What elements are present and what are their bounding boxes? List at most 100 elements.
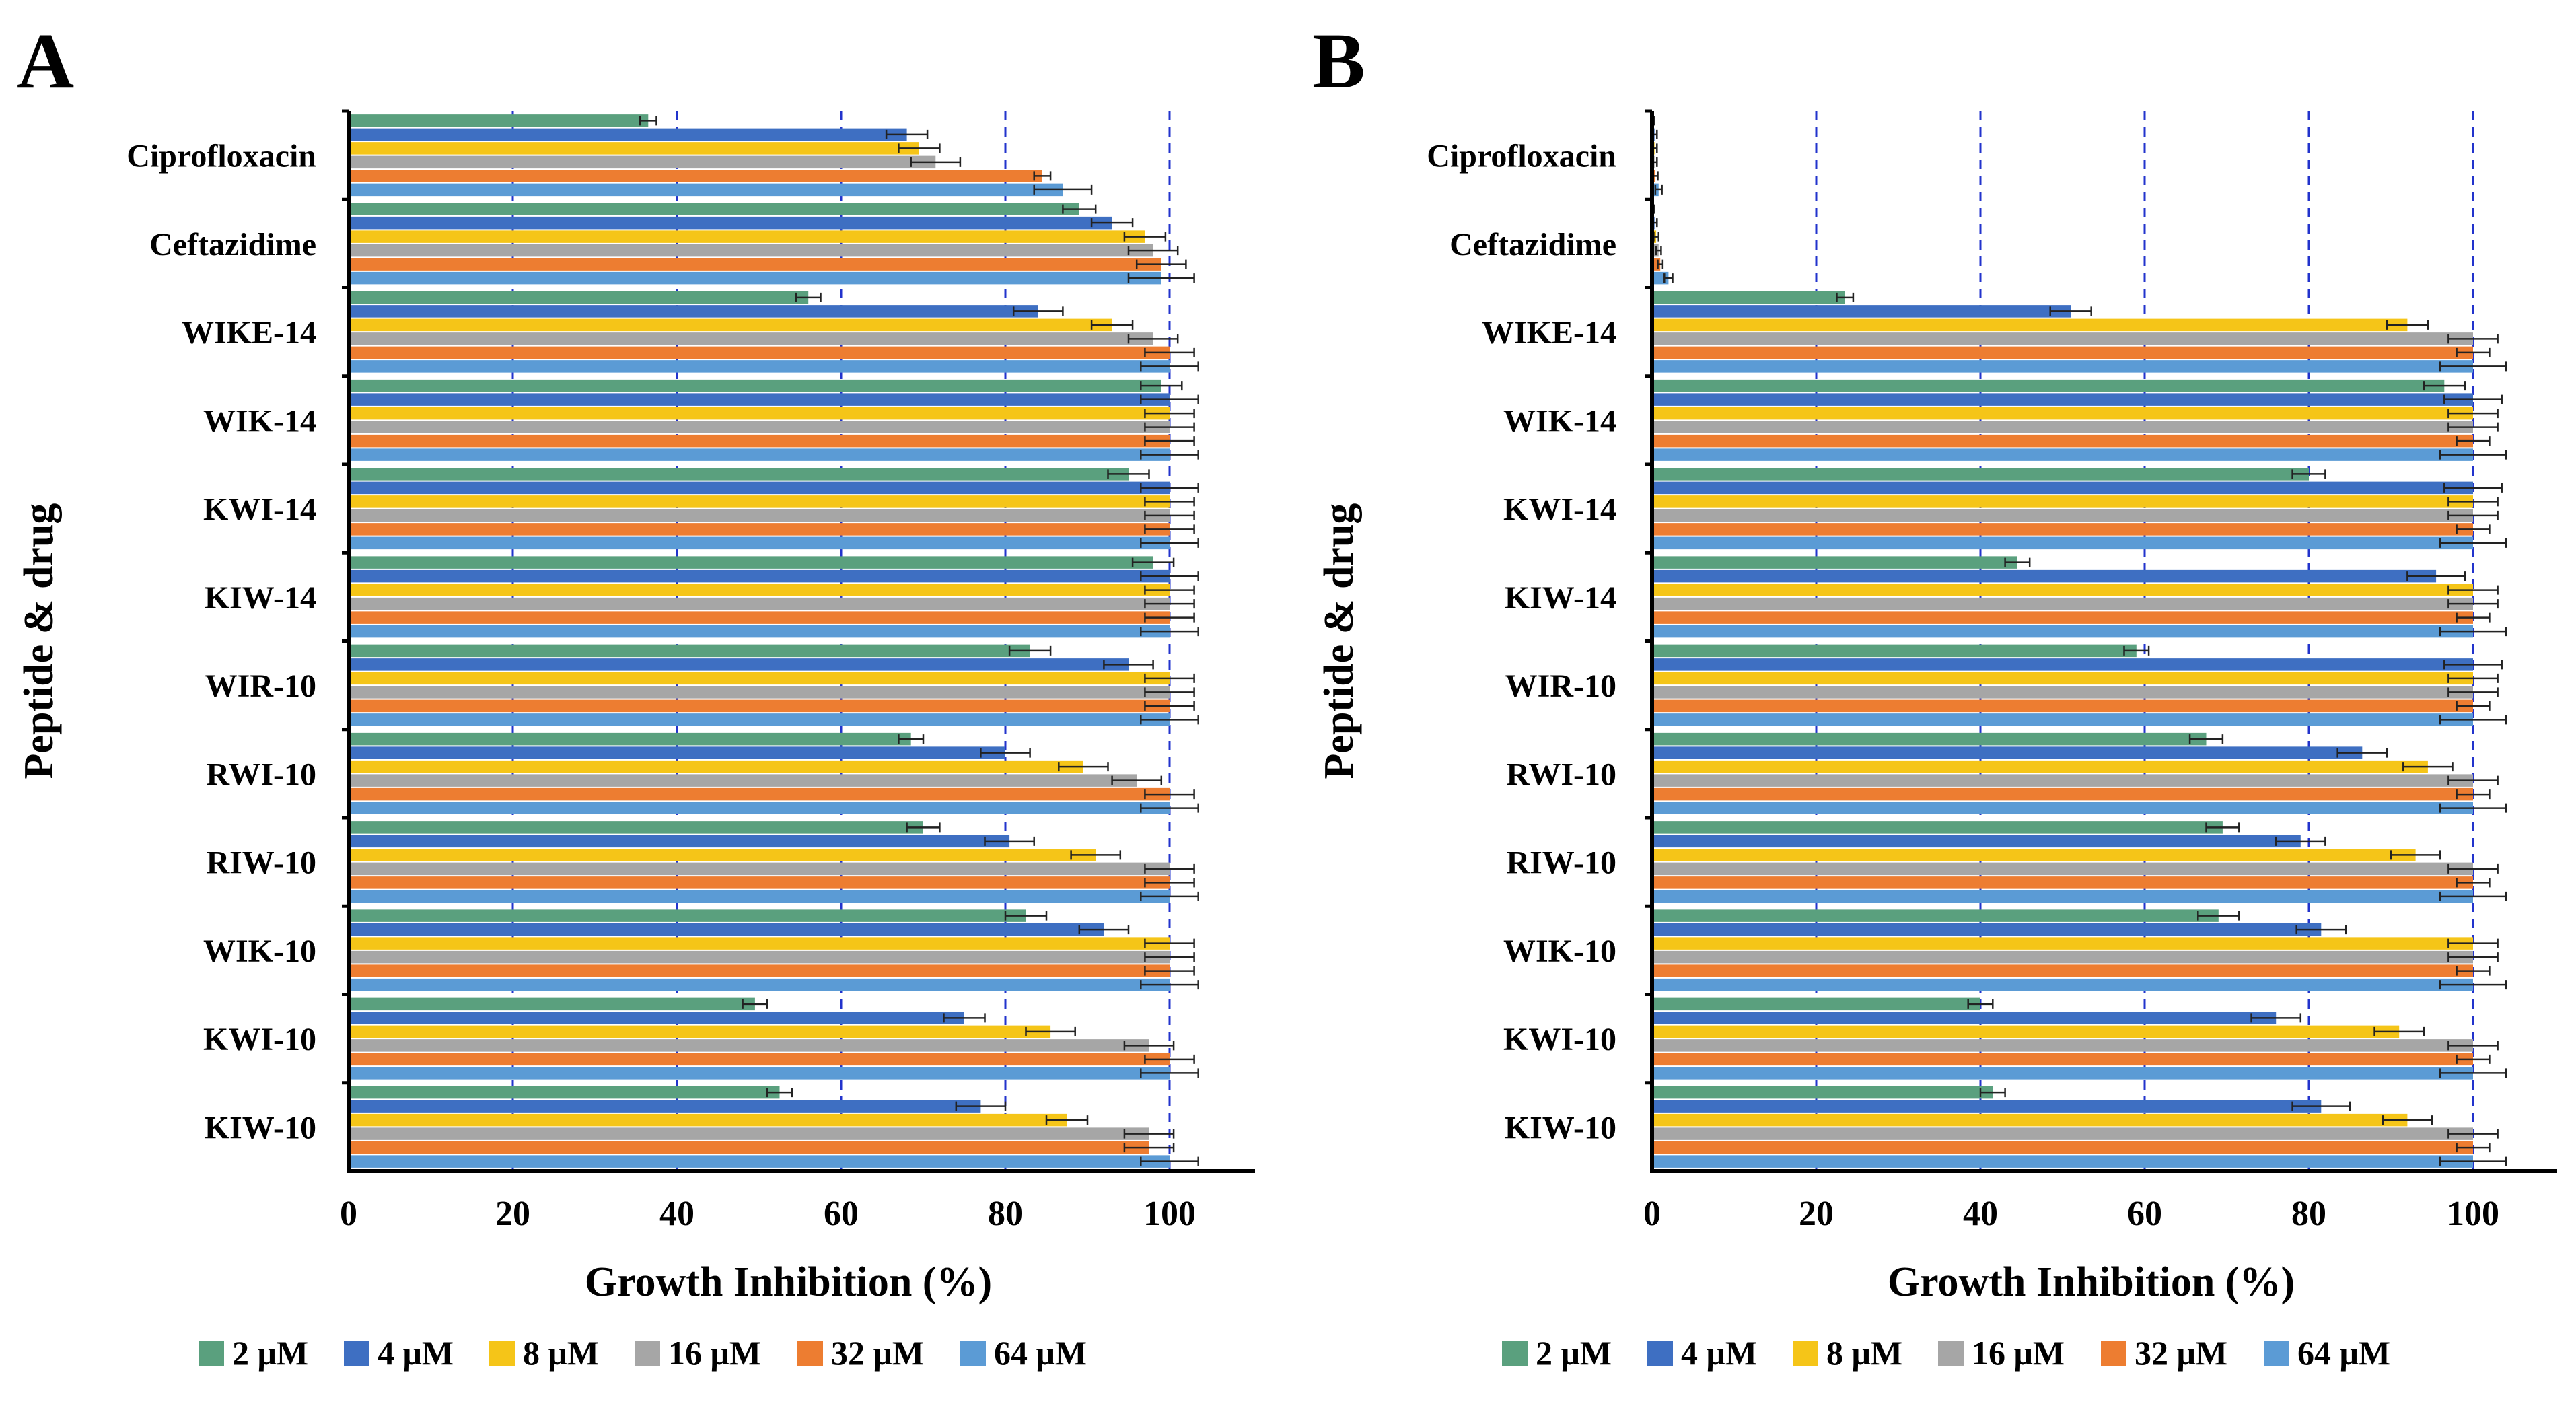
bar-b-8-0: [1652, 821, 2223, 834]
errorbar-a-6-3: [1144, 687, 1195, 697]
errorbar-a-9-0: [1004, 911, 1048, 921]
category-label-a-11: KIW-10: [205, 1110, 316, 1145]
bar-a-7-5: [349, 802, 1170, 814]
bar-a-2-2: [349, 318, 1112, 332]
errorbar-a-7-2: [1058, 762, 1109, 772]
bar-b-11-4: [1652, 1141, 2473, 1154]
errorbar-a-8-5: [1140, 891, 1199, 901]
bar-b-6-4: [1652, 699, 2473, 713]
errorbar-b-11-2: [2382, 1115, 2433, 1125]
bar-a-4-2: [349, 495, 1170, 508]
category-label-b-2: WIKE-14: [1482, 315, 1616, 351]
errorbar-a-0-2: [898, 143, 941, 153]
errorbar-a-11-2: [1045, 1115, 1089, 1125]
legend-label-a-5: 64 μM: [994, 1334, 1087, 1372]
bar-a-11-2: [349, 1113, 1067, 1127]
category-label-b-11: KIW-10: [1505, 1110, 1616, 1145]
bar-a-2-3: [349, 332, 1153, 345]
errorbar-a-2-1: [1012, 306, 1064, 316]
legend-label-a-1: 4 μM: [378, 1334, 454, 1372]
errorbar-b-5-0: [2004, 557, 2031, 567]
errorbar-b-1-3: [1655, 246, 1662, 256]
errorbar-a-2-0: [795, 292, 822, 302]
bar-a-8-3: [349, 862, 1170, 876]
category-label-b-5: KIW-14: [1505, 580, 1616, 616]
errorbar-b-3-1: [2443, 394, 2503, 404]
errorbar-b-7-0: [2188, 734, 2224, 744]
errorbar-a-5-2: [1144, 585, 1195, 595]
bar-b-3-3: [1652, 421, 2473, 433]
errorbar-a-2-4: [1144, 347, 1195, 357]
errorbar-a-11-1: [955, 1101, 1007, 1111]
errorbar-a-0-4: [1033, 171, 1052, 181]
errorbar-b-11-3: [2447, 1129, 2499, 1139]
bar-a-10-5: [349, 1067, 1170, 1080]
errorbar-a-9-2: [1144, 938, 1195, 948]
x-tick-label-a-0: 0: [340, 1195, 357, 1233]
bar-b-11-0: [1652, 1086, 1993, 1099]
errorbar-a-9-1: [1078, 925, 1130, 935]
legend-swatch-b-4: [2101, 1341, 2126, 1366]
x-tick-label-a-80: 80: [988, 1195, 1023, 1233]
errorbar-b-7-1: [2336, 748, 2388, 758]
errorbar-b-2-3: [2447, 334, 2499, 344]
legend-swatch-a-2: [489, 1341, 515, 1366]
category-label-a-3: WIK-14: [203, 403, 316, 439]
bar-b-10-5: [1652, 1067, 2473, 1080]
category-label-a-5: KIW-14: [205, 580, 316, 616]
bar-a-0-4: [349, 170, 1042, 182]
bar-a-9-3: [349, 950, 1170, 964]
x-axis-title-b: Growth Inhibition (%): [1888, 1259, 2295, 1305]
errorbar-b-11-4: [2456, 1143, 2491, 1153]
bar-a-3-3: [349, 421, 1170, 433]
category-label-a-4: KWI-14: [203, 492, 316, 528]
bar-a-5-3: [349, 597, 1170, 610]
bar-a-0-2: [349, 142, 919, 155]
errorbar-a-8-3: [1144, 863, 1195, 874]
bar-a-7-1: [349, 746, 1005, 759]
errorbar-b-2-2: [2386, 320, 2429, 330]
bar-a-7-3: [349, 774, 1137, 787]
errorbar-b-1-5: [1663, 273, 1674, 283]
errorbar-a-6-0: [1008, 645, 1052, 656]
errorbar-b-6-3: [2447, 687, 2499, 697]
bar-b-3-0: [1652, 379, 2445, 392]
errorbar-a-6-1: [1103, 660, 1154, 670]
bar-b-2-5: [1652, 360, 2473, 373]
bar-a-1-0: [349, 203, 1079, 215]
bar-b-8-3: [1652, 862, 2473, 876]
bar-b-8-2: [1652, 849, 2416, 861]
bar-b-5-5: [1652, 625, 2473, 638]
errorbar-a-7-0: [898, 734, 925, 744]
errorbar-a-5-4: [1144, 612, 1195, 623]
errorbar-b-4-3: [2447, 510, 2499, 520]
errorbar-a-11-0: [766, 1088, 793, 1098]
bar-b-7-0: [1652, 732, 2207, 746]
errorbar-b-9-0: [2197, 911, 2240, 921]
legend-swatch-a-5: [960, 1341, 986, 1366]
category-label-b-0: Ciprofloxacin: [1427, 139, 1616, 174]
bar-b-7-5: [1652, 802, 2473, 814]
errorbar-a-5-0: [1131, 557, 1175, 567]
bar-b-11-3: [1652, 1127, 2473, 1140]
errorbar-b-0-5: [1654, 184, 1663, 195]
bar-a-11-3: [349, 1127, 1149, 1140]
errorbar-a-4-0: [1107, 469, 1150, 479]
bar-b-5-2: [1652, 584, 2473, 596]
bar-a-6-0: [349, 644, 1030, 658]
errorbar-b-7-5: [2439, 803, 2507, 813]
bar-a-0-1: [349, 128, 907, 141]
errorbar-b-8-4: [2456, 878, 2491, 888]
bar-b-11-2: [1652, 1113, 2408, 1127]
bar-b-10-2: [1652, 1025, 2400, 1038]
bar-b-10-4: [1652, 1053, 2473, 1066]
bar-b-8-4: [1652, 876, 2473, 889]
bar-a-4-3: [349, 509, 1170, 522]
bar-a-0-5: [349, 183, 1063, 197]
bar-a-8-1: [349, 835, 1010, 848]
errorbar-a-3-1: [1140, 394, 1199, 404]
category-label-a-0: Ciprofloxacin: [127, 139, 316, 174]
errorbar-a-10-3: [1123, 1041, 1175, 1051]
bar-b-5-0: [1652, 556, 2017, 569]
